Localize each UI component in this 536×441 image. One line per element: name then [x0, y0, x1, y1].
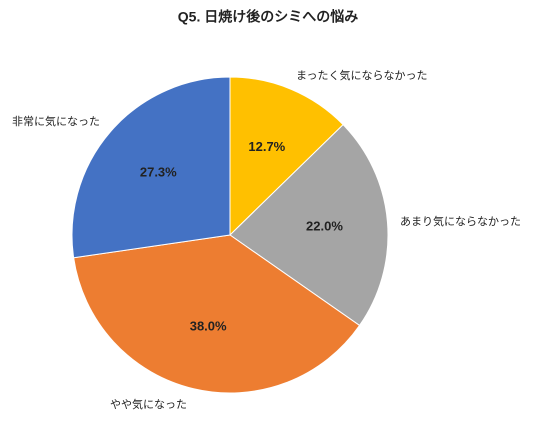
chart-title: Q5. 日焼け後のシミへの悩み — [178, 9, 358, 25]
pie-slice — [73, 234, 361, 394]
value-label: 38.0% — [190, 319, 227, 334]
category-label: 非常に気になった — [12, 114, 100, 128]
category-label: あまり気にならなかった — [400, 214, 521, 228]
value-label: 12.7% — [248, 139, 285, 154]
value-label: 22.0% — [306, 219, 343, 234]
category-label: まったく気にならなかった — [296, 68, 428, 82]
value-label: 27.3% — [140, 164, 177, 179]
pie-slice — [71, 76, 231, 259]
pie-slice — [229, 76, 344, 237]
pie-slice — [229, 123, 389, 327]
category-label: やや気になった — [110, 397, 187, 411]
